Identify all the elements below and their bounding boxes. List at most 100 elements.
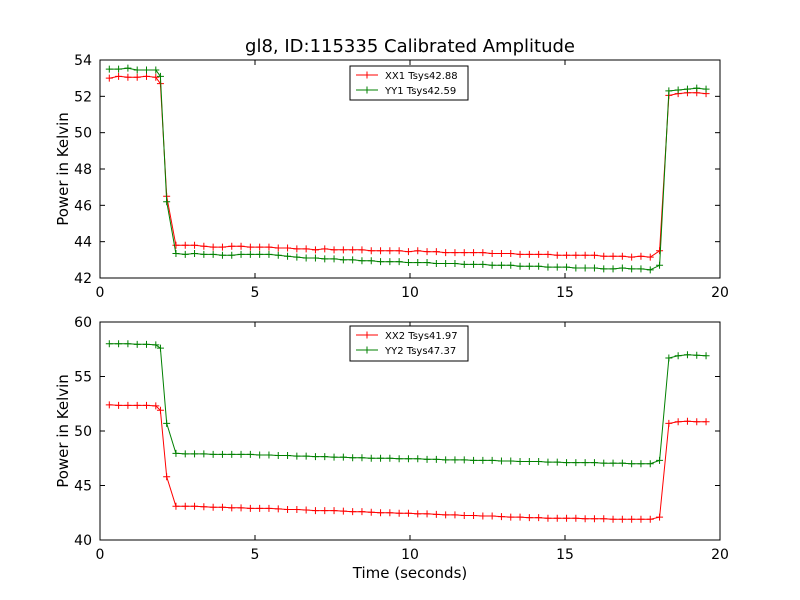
data-point: [590, 251, 598, 259]
data-point: [628, 265, 636, 273]
data-point: [172, 449, 180, 457]
data-point: [479, 260, 487, 268]
data-point: [237, 504, 245, 512]
data-point: [143, 401, 150, 409]
data-point: [516, 458, 524, 466]
data-point: [516, 513, 524, 521]
data-point: [460, 249, 468, 257]
data-point: [442, 511, 450, 519]
data-point: [124, 340, 132, 348]
data-point: [209, 503, 217, 511]
data-point: [163, 473, 171, 481]
data-point: [156, 406, 164, 414]
data-point: [395, 509, 403, 517]
data-point: [293, 452, 301, 460]
data-point: [284, 505, 292, 513]
data-point: [470, 456, 478, 464]
data-point: [656, 513, 664, 521]
data-point: [302, 506, 310, 514]
data-point: [274, 244, 282, 252]
data-point: [414, 455, 422, 463]
data-point: [414, 510, 422, 518]
data-point: [218, 450, 226, 458]
data-point: [479, 249, 487, 257]
data-point: [321, 255, 329, 263]
data-point: [209, 250, 217, 258]
data-point: [618, 515, 626, 523]
data-point: [191, 450, 199, 458]
data-point: [563, 263, 571, 271]
data-point: [256, 243, 264, 251]
data-point: [656, 456, 664, 464]
data-point: [152, 402, 160, 410]
data-point: [133, 340, 141, 348]
data-point: [497, 249, 505, 257]
data-point: [553, 251, 561, 259]
data-point: [265, 243, 273, 251]
data-point: [674, 418, 682, 426]
data-point: [544, 250, 552, 258]
data-point: [656, 261, 664, 269]
data-point: [497, 457, 505, 465]
data-point: [218, 243, 226, 251]
data-point: [451, 259, 459, 267]
data-point: [274, 505, 282, 513]
data-point: [265, 504, 273, 512]
data-point: [656, 247, 664, 255]
data-point: [404, 509, 412, 517]
data-point: [544, 458, 552, 466]
data-point: [404, 455, 412, 463]
data-point: [683, 351, 691, 359]
data-point: [516, 250, 524, 258]
data-point: [330, 453, 338, 461]
data-point: [535, 458, 543, 466]
data-point: [321, 245, 329, 253]
y-tick-label: 42: [74, 271, 92, 287]
legend-marker: [363, 86, 371, 94]
chart-title: gl8, ID:115335 Calibrated Amplitude: [245, 36, 575, 57]
data-point: [693, 351, 701, 359]
data-point: [156, 344, 164, 352]
data-point: [265, 451, 273, 459]
legend-label: XX1 Tsys42.88: [385, 71, 458, 82]
data-point: [553, 514, 561, 522]
series-1: [105, 72, 710, 261]
data-point: [181, 502, 189, 510]
data-point: [293, 245, 301, 253]
data-point: [105, 401, 113, 409]
data-point: [181, 241, 189, 249]
data-point: [115, 65, 123, 73]
data-point: [488, 456, 496, 464]
data-point: [460, 511, 468, 519]
data-point: [191, 241, 199, 249]
legend-box: [349, 325, 469, 362]
data-point: [479, 456, 487, 464]
data-point: [507, 261, 515, 269]
data-point: [609, 515, 617, 523]
y-tick-label: 45: [74, 479, 92, 495]
data-point: [191, 502, 199, 510]
data-point: [152, 73, 160, 81]
y-tick-label: 52: [74, 89, 92, 105]
data-point: [404, 248, 412, 256]
data-point: [302, 254, 310, 262]
data-point: [163, 198, 171, 206]
data-point: [470, 249, 478, 257]
data-point: [404, 259, 412, 267]
data-point: [339, 507, 347, 515]
y-tick-label: 60: [74, 315, 92, 331]
y-tick-label: 40: [74, 533, 92, 549]
data-point: [637, 265, 645, 273]
data-point: [581, 251, 589, 259]
data-point: [460, 456, 468, 464]
data-point: [581, 459, 589, 467]
y-tick-label: 48: [74, 162, 92, 178]
x-tick-label: 0: [96, 285, 105, 301]
data-point: [293, 253, 301, 261]
data-point: [172, 249, 180, 257]
data-point: [581, 264, 589, 272]
data-point: [386, 258, 394, 266]
data-point: [590, 459, 598, 467]
data-point: [693, 418, 701, 426]
data-point: [358, 508, 366, 516]
